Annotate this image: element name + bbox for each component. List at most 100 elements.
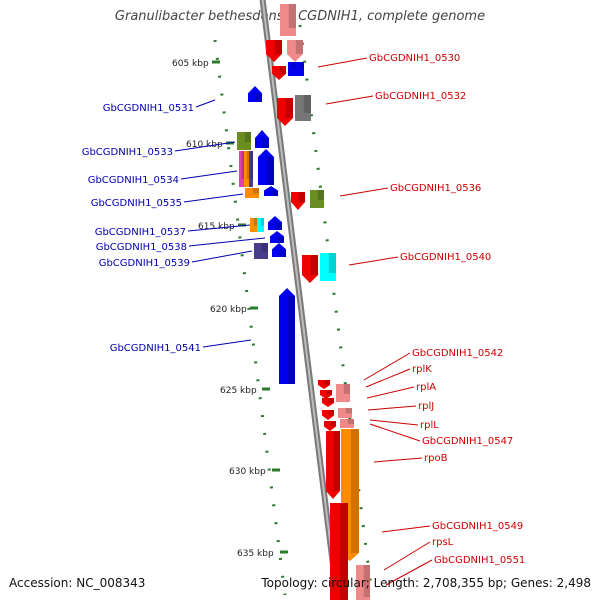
gene-0530-a — [280, 4, 296, 36]
gene-rplj-shape — [322, 410, 334, 420]
gene-rplk-box — [336, 384, 350, 402]
kbp-tick-label: 615 kbp — [198, 222, 235, 232]
right-gene-label: GbCGDNIH1_0530 — [369, 53, 460, 64]
left-label-leader — [180, 170, 238, 180]
gene-0538 — [270, 231, 284, 243]
right-label-leader — [366, 386, 415, 399]
left-label-leader — [202, 339, 252, 348]
gene-0530-a-shape — [280, 4, 296, 36]
gene-0535 — [245, 188, 259, 198]
gene-0542 — [318, 380, 330, 389]
left-gene-label: GbCGDNIH1_0535 — [91, 198, 182, 209]
gene-rplj-shading — [328, 410, 334, 416]
gene-0530-e-shape — [296, 62, 304, 76]
right-gene-label: GbCGDNIH1_0549 — [432, 521, 523, 532]
gene-0535-shading — [252, 188, 259, 194]
gene-0530-c-shading — [295, 40, 303, 54]
gene-0534-a-shape — [239, 151, 244, 187]
gene-0537-a-shape — [250, 218, 257, 232]
right-gene-label: GbCGDNIH1_0547 — [422, 436, 513, 447]
gene-0530-b — [266, 40, 282, 62]
gene-0535-b — [264, 186, 278, 196]
gene-0532-a — [277, 98, 293, 126]
gene-0537-a — [250, 218, 257, 232]
gene-rplk-shape — [320, 390, 332, 399]
gene-0536-a-shape — [291, 192, 305, 210]
kbp-tick-label: 625 kbp — [220, 386, 257, 396]
gene-0530-e-shading — [300, 62, 304, 70]
right-label-leader — [339, 187, 389, 197]
gene-0541 — [279, 288, 295, 384]
gene-0547-shading — [350, 429, 359, 553]
gene-0539-a — [254, 243, 268, 259]
gene-0534-b-shape — [244, 151, 249, 187]
gene-0542-shape — [318, 380, 330, 389]
gene-rpob-shading — [333, 431, 340, 491]
gene-0551-shading — [363, 565, 370, 597]
kbp-tick-label: 610 kbp — [186, 140, 223, 150]
right-label-leader — [365, 368, 411, 388]
gene-0551-shape — [356, 565, 370, 600]
gene-0531-shape — [248, 86, 262, 102]
gene-0533-b — [255, 130, 269, 148]
gene-0535-b-shape — [264, 186, 278, 196]
gene-0540-b-shape — [320, 253, 336, 281]
gene-0530-b-shape — [266, 40, 282, 62]
gene-0549-shape — [330, 503, 348, 600]
right-gene-label: GbCGDNIH1_0542 — [412, 348, 503, 359]
left-label-leader — [195, 99, 216, 108]
genome-backbone-highlight — [261, 0, 339, 600]
left-label-leader — [187, 224, 251, 232]
gene-0539-b-shading — [279, 249, 286, 257]
gene-0536-b — [310, 190, 324, 208]
gene-0534-b-shading — [246, 151, 249, 179]
kbp-tick-label: 620 kbp — [210, 305, 247, 315]
left-label-leader — [174, 141, 236, 152]
left-gene-label: GbCGDNIH1_0539 — [99, 258, 190, 269]
gene-0537-b-shape — [257, 218, 264, 232]
gene-0534-b — [244, 151, 249, 187]
gene-0551 — [356, 565, 370, 600]
right-gene-label: GbCGDNIH1_0532 — [375, 91, 466, 102]
gene-0530-f — [272, 66, 286, 80]
gene-0532-b-shape — [295, 95, 311, 121]
gene-0534-c-shading — [251, 151, 253, 179]
right-gene-label: GbCGDNIH1_0536 — [390, 183, 481, 194]
gene-0537-a-shading — [253, 218, 257, 226]
gene-0534-c — [249, 151, 253, 187]
gene-rpll-box-shading — [347, 419, 354, 424]
gene-0531 — [248, 86, 262, 102]
gene-rplk — [320, 390, 332, 399]
right-gene-label: rplK — [412, 364, 432, 375]
gene-rplj-box-shading — [345, 408, 352, 414]
left-gene-label: GbCGDNIH1_0533 — [82, 147, 173, 158]
map-title: Granulibacter bethesdensis CGDNIH1, comp… — [114, 9, 486, 24]
right-label-leader — [369, 423, 421, 442]
gene-0533-a-shading — [244, 132, 251, 142]
gene-0540-a-shading — [310, 255, 318, 275]
right-gene-label: rpoB — [424, 453, 448, 464]
gene-0530-e — [296, 62, 304, 76]
axis-dots-left — [213, 39, 287, 596]
gene-0537-b — [257, 218, 264, 232]
gene-0540-a-shape — [302, 255, 318, 283]
gene-0535-shape — [245, 188, 259, 198]
gene-rpll-shape — [324, 421, 336, 431]
gene-0534-d-shading — [266, 157, 274, 185]
gene-0532-a-shape — [277, 98, 293, 126]
gene-0534-a — [239, 151, 244, 187]
gene-rpla-shape — [322, 398, 334, 407]
left-label-leader — [188, 237, 266, 247]
gene-0530-d-shape — [288, 62, 296, 76]
gene-0538-shading — [277, 236, 284, 243]
gene-0536-a — [291, 192, 305, 210]
left-label-leader — [183, 193, 244, 203]
gene-0537-c — [268, 216, 282, 230]
gene-0540-b-shading — [328, 253, 336, 273]
kbp-tick-label: 605 kbp — [172, 59, 209, 69]
left-gene-label: GbCGDNIH1_0534 — [88, 175, 179, 186]
right-label-leader — [381, 525, 431, 533]
gene-rplk-box-shading — [343, 384, 350, 394]
